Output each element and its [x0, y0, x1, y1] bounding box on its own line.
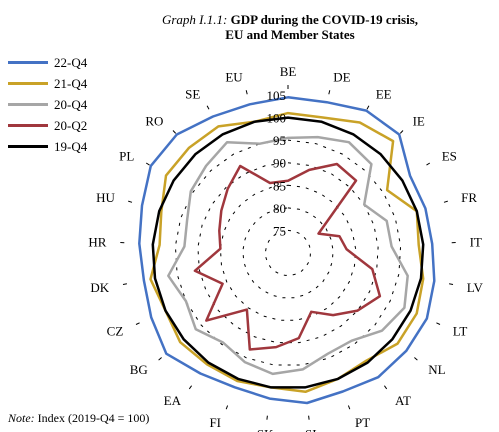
radial-tick-label-95: 95: [273, 133, 286, 148]
chart-title: Graph I.1.1: GDP during the COVID-19 cri…: [120, 12, 460, 42]
series-line-22-q4: [138, 96, 436, 405]
title-line2: EU and Member States: [225, 27, 355, 42]
legend-item-22-q4: 22-Q4: [8, 52, 87, 73]
category-tick: [206, 105, 210, 110]
category-label-at: AT: [395, 393, 411, 408]
category-tick: [328, 90, 331, 95]
category-tick: [122, 283, 128, 285]
grid-ring-95: [174, 139, 402, 366]
category-label-pl: PL: [119, 149, 134, 164]
category-label-eu: EU: [225, 70, 243, 85]
category-label-se: SE: [185, 87, 200, 102]
title-main: GDP during the COVID-19 crisis,: [230, 12, 419, 27]
note-label: Note:: [8, 411, 35, 425]
category-label-it: IT: [470, 235, 482, 250]
category-tick: [225, 405, 229, 410]
category-label-es: ES: [442, 149, 457, 164]
category-tick: [158, 357, 162, 361]
legend-label: 20-Q4: [54, 96, 88, 112]
radial-tick-label-80: 80: [273, 201, 286, 216]
category-label-nl: NL: [428, 362, 445, 377]
category-tick: [308, 415, 310, 420]
category-tick: [135, 322, 140, 325]
category-label-pt: PT: [355, 415, 370, 430]
legend-label: 21-Q4: [54, 75, 88, 91]
grid-ring-85: [219, 184, 357, 321]
radial-tick-label-100: 100: [267, 111, 287, 126]
note-text: Index (2019-Q4 = 100): [37, 411, 150, 425]
grid-ring-80: [242, 207, 334, 299]
category-tick: [128, 200, 133, 203]
legend-swatch: [8, 145, 48, 148]
category-label-lt: LT: [453, 324, 468, 339]
grid-ring-75: [264, 229, 312, 276]
category-label-be: BE: [280, 64, 297, 79]
category-tick: [145, 162, 150, 166]
series-line-21-q4: [149, 111, 425, 394]
legend-label: 22-Q4: [54, 54, 88, 70]
category-label-dk: DK: [90, 280, 109, 295]
chart-note: Note: Index (2019-Q4 = 100): [8, 411, 149, 426]
category-tick: [436, 322, 441, 325]
radial-tick-label-75: 75: [273, 223, 286, 238]
category-tick: [414, 357, 418, 361]
category-tick: [347, 405, 351, 410]
category-label-ee: EE: [376, 87, 392, 102]
category-label-lv: LV: [467, 280, 484, 295]
category-tick: [188, 385, 193, 390]
category-tick: [266, 415, 268, 420]
category-label-si: SI: [305, 427, 317, 432]
legend-item-20-q2: 20-Q2: [8, 115, 87, 136]
radial-tick-label-90: 90: [273, 156, 286, 171]
legend-item-21-q4: 21-Q4: [8, 73, 87, 94]
legend-swatch: [8, 82, 48, 85]
title-prefix: Graph I.1.1:: [161, 12, 228, 27]
category-tick: [426, 162, 431, 166]
legend-swatch: [8, 103, 48, 106]
category-label-ea: EA: [164, 393, 182, 408]
legend-item-19-q4: 19-Q4: [8, 136, 87, 157]
legend-swatch: [8, 124, 48, 127]
category-tick: [366, 105, 370, 110]
legend-label: 20-Q2: [54, 117, 88, 133]
category-label-hr: HR: [88, 235, 106, 250]
category-tick: [399, 130, 404, 134]
series-line-20-q4: [167, 135, 409, 376]
series-line-20-q2: [193, 162, 382, 351]
radial-tick-label-85: 85: [273, 178, 286, 193]
category-label-cz: CZ: [107, 324, 124, 339]
legend-swatch: [8, 61, 48, 64]
radial-tick-label-105: 105: [267, 88, 287, 103]
category-label-sk: SK: [257, 427, 274, 432]
category-label-fi: FI: [209, 415, 221, 430]
category-tick: [443, 200, 448, 203]
legend-label: 19-Q4: [54, 138, 88, 154]
category-label-fr: FR: [461, 190, 477, 205]
category-label-hu: HU: [96, 190, 115, 205]
category-tick: [448, 283, 454, 285]
category-tick: [245, 90, 248, 95]
category-label-ie: IE: [413, 113, 425, 128]
category-label-ro: RO: [145, 113, 163, 128]
legend-item-20-q4: 20-Q4: [8, 94, 87, 115]
category-tick: [383, 385, 388, 390]
category-label-bg: BG: [130, 362, 148, 377]
category-label-de: DE: [333, 70, 350, 85]
series-line-19-q4: [151, 116, 425, 389]
category-tick: [172, 130, 177, 134]
chart-legend: 22-Q4 21-Q4 20-Q4 20-Q2 19-Q4: [8, 52, 87, 157]
